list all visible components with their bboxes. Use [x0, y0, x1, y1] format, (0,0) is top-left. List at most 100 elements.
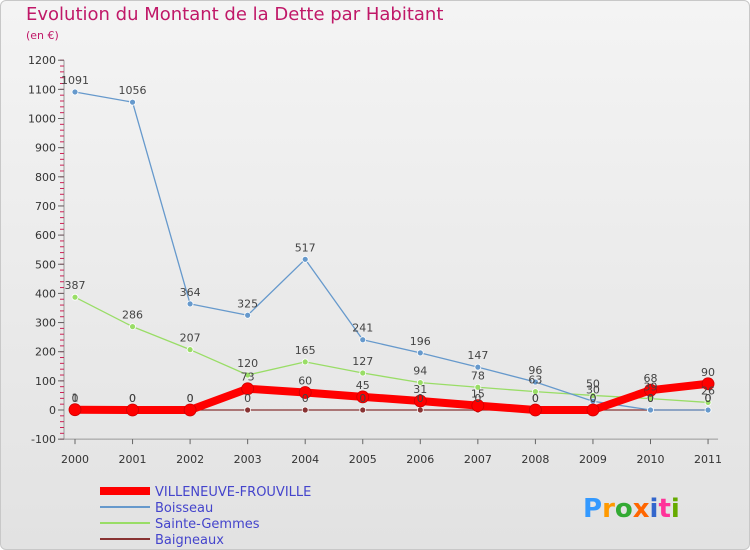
data-label: 387	[65, 279, 86, 292]
data-point	[183, 403, 197, 417]
legend-label: Sainte-Gemmes	[155, 517, 260, 532]
data-label: 325	[237, 297, 258, 310]
x-tick-label: 2010	[637, 453, 665, 466]
data-point	[359, 406, 367, 414]
data-point	[129, 323, 136, 331]
data-label: 0	[705, 392, 712, 405]
y-tick-label: 300	[35, 317, 56, 330]
data-point	[474, 383, 482, 391]
data-label: 207	[180, 332, 201, 345]
y-tick-label: 1000	[28, 113, 56, 126]
data-label: 63	[528, 374, 542, 387]
data-label: 26	[701, 384, 715, 397]
data-point	[471, 399, 485, 413]
data-label: 0	[244, 392, 251, 405]
data-label: 0	[302, 392, 309, 405]
logo-letter: i	[650, 494, 659, 524]
x-tick-label: 2009	[579, 453, 607, 466]
y-tick-label: 100	[35, 375, 56, 388]
data-point	[129, 98, 136, 106]
y-tick-label: 1100	[28, 83, 56, 96]
data-point	[416, 379, 424, 386]
y-tick-label: 500	[35, 258, 56, 271]
data-label: 127	[352, 355, 373, 368]
y-tick-label: 400	[35, 287, 56, 300]
x-tick-label: 2003	[234, 453, 262, 466]
data-label: 0	[187, 392, 194, 405]
chart-subtitle: (en €)	[26, 29, 59, 42]
logo-letter: r	[602, 494, 615, 524]
data-label: 45	[356, 379, 370, 392]
x-tick-label: 2006	[406, 453, 434, 466]
x-tick-label: 2001	[119, 453, 147, 466]
data-label: 0	[72, 392, 79, 405]
series-line	[71, 379, 713, 414]
data-point	[704, 399, 712, 406]
data-label: 60	[298, 375, 312, 388]
y-tick-label: 1200	[28, 54, 56, 67]
data-label: 0	[589, 392, 596, 405]
data-label: 147	[467, 349, 488, 362]
data-point	[244, 311, 252, 319]
data-label: 364	[180, 286, 201, 299]
y-tick-label: -100	[31, 433, 56, 446]
data-point	[186, 346, 194, 354]
data-point	[244, 371, 252, 379]
x-tick-label: 2002	[176, 453, 204, 466]
data-label: 0	[474, 392, 481, 405]
data-label: 286	[122, 309, 143, 322]
x-tick-label: 2008	[521, 453, 549, 466]
data-point	[356, 390, 370, 404]
data-label: 0	[129, 392, 136, 405]
data-point	[532, 378, 539, 386]
data-point	[298, 386, 312, 399]
data-point	[586, 403, 600, 417]
series-line	[74, 91, 709, 411]
data-point	[71, 88, 79, 96]
data-point	[416, 406, 424, 414]
data-point	[301, 358, 309, 366]
y-tick-label: 600	[35, 229, 56, 242]
data-point	[301, 406, 309, 414]
data-label: 1091	[61, 74, 89, 87]
legend-label: VILLENEUVE-FROUVILLE	[155, 485, 311, 500]
logo-letter: P	[583, 494, 602, 524]
x-tick-label: 2004	[291, 453, 319, 466]
data-label: 15	[471, 388, 485, 401]
data-label: 96	[528, 364, 542, 377]
series-layer	[68, 88, 715, 417]
svg-text:Proxiti: Proxiti	[583, 494, 680, 524]
data-label: 1056	[119, 84, 147, 97]
data-label: 120	[237, 357, 258, 370]
data-point	[359, 336, 367, 344]
data-point	[413, 394, 427, 408]
data-label: 90	[701, 366, 715, 379]
y-tick-label: 900	[35, 142, 56, 155]
y-tick-label: 700	[35, 200, 56, 213]
data-label: 50	[586, 377, 600, 390]
data-label: 68	[644, 372, 658, 385]
data-point	[126, 403, 139, 417]
data-label: 0	[187, 392, 194, 405]
data-labels: 0 0 0 0 0 0 0 0 0 0 0 0 387 286 207 120 165 127 94 78 63 50 39…	[61, 74, 715, 405]
x-tick-label: 2007	[464, 453, 492, 466]
data-point	[301, 255, 309, 263]
data-point	[244, 406, 252, 414]
data-label: 1	[72, 392, 79, 405]
data-label: 517	[295, 241, 316, 254]
data-label: 0	[417, 392, 424, 405]
legend-label: Boisseau	[155, 501, 213, 516]
data-label: 0	[705, 392, 712, 405]
data-label: 165	[295, 344, 316, 357]
y-tick-label: 800	[35, 171, 56, 184]
data-point	[359, 369, 367, 377]
data-point	[241, 382, 255, 396]
data-label: 39	[644, 381, 658, 394]
data-point	[474, 363, 482, 371]
data-point	[68, 403, 82, 417]
legend-label: Baigneaux	[155, 533, 224, 548]
data-point	[529, 403, 542, 417]
data-point	[647, 406, 654, 414]
data-point	[704, 406, 712, 414]
axes: -100010020030040050060070080090010001100…	[28, 54, 722, 466]
